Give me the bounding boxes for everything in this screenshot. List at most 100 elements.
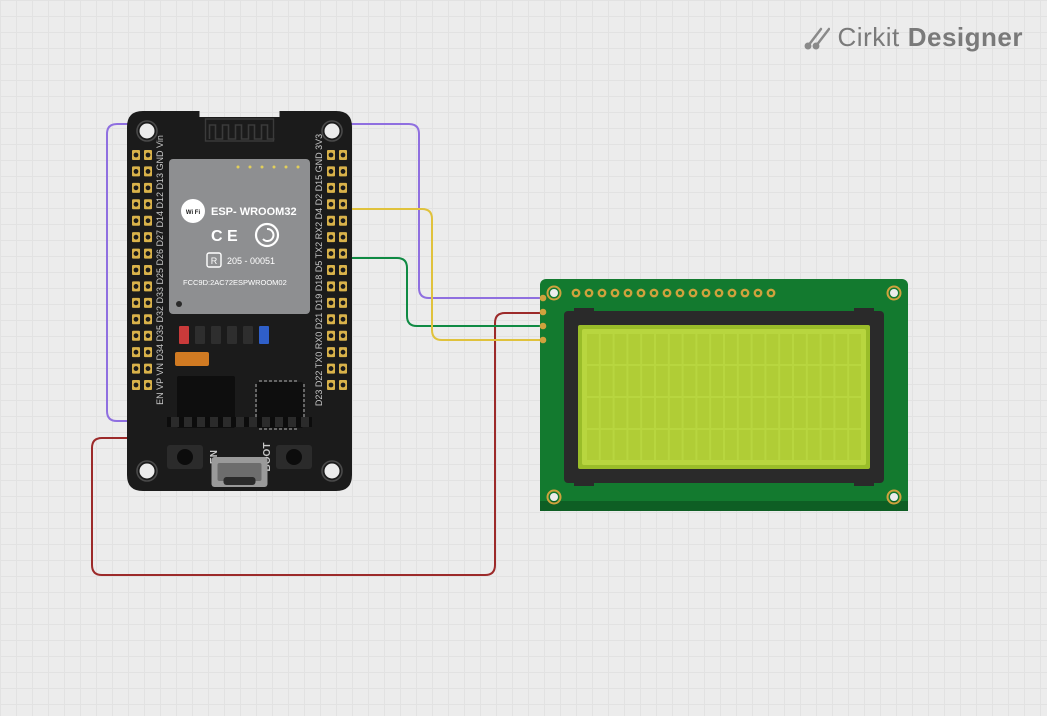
pin-pad bbox=[132, 281, 140, 291]
lcd-char-cell bbox=[628, 366, 640, 396]
wire-endpoint bbox=[341, 255, 347, 261]
wire-endpoint bbox=[540, 337, 546, 343]
lcd-char-cell bbox=[601, 366, 613, 396]
lcd-char-cell bbox=[711, 430, 723, 460]
esp32-shield bbox=[169, 159, 310, 314]
lcd-char-cell bbox=[780, 366, 792, 396]
lcd-char-cell bbox=[628, 430, 640, 460]
lcd-char-cell bbox=[711, 398, 723, 428]
lcd-char-cell bbox=[725, 334, 737, 364]
lcd-char-cell bbox=[601, 430, 613, 460]
wire-endpoint bbox=[540, 295, 546, 301]
lcd-char-cell bbox=[656, 430, 668, 460]
lcd-char-cell bbox=[684, 334, 696, 364]
lcd-pin bbox=[624, 289, 633, 298]
pin-pad bbox=[339, 183, 347, 193]
lcd-module bbox=[0, 0, 1047, 716]
pin-pad bbox=[132, 150, 140, 160]
wire-endpoint bbox=[540, 310, 546, 316]
lcd-char-cell bbox=[808, 398, 820, 428]
pin-pad bbox=[132, 183, 140, 193]
lcd-char-cell bbox=[739, 366, 751, 396]
pin-pad bbox=[132, 249, 140, 259]
lcd-char-cell bbox=[849, 366, 861, 396]
lcd-pin bbox=[637, 289, 646, 298]
lcd-char-cell bbox=[808, 366, 820, 396]
esp32-root: EN VP VN D34 D35 D32 D33 D25 D26 D27 D14… bbox=[127, 111, 352, 491]
wire-endpoint bbox=[145, 435, 151, 441]
lcd-pin bbox=[754, 289, 763, 298]
lcd-char-cell bbox=[615, 366, 627, 396]
usb-serial-ic bbox=[257, 382, 303, 428]
pin-pad bbox=[339, 298, 347, 308]
shield-code: 205 - 00051 bbox=[227, 256, 275, 266]
lcd-char-cell bbox=[835, 430, 847, 460]
lcd-pin bbox=[676, 289, 685, 298]
scl-wire bbox=[344, 209, 543, 340]
i2c-pin bbox=[540, 309, 547, 316]
pin-pad bbox=[339, 249, 347, 259]
pin-pad bbox=[339, 314, 347, 324]
lcd-char-cell bbox=[849, 398, 861, 428]
lcd-char-cell bbox=[615, 334, 627, 364]
lcd-char-cell bbox=[587, 334, 599, 364]
lcd-char-cell bbox=[849, 430, 861, 460]
pin-pad bbox=[132, 232, 140, 242]
lcd-char-cell bbox=[822, 334, 834, 364]
lcd-char-cell bbox=[794, 430, 806, 460]
svg-text:Wi Fi: Wi Fi bbox=[186, 210, 201, 216]
sda-wire bbox=[344, 258, 543, 326]
lcd-pin bbox=[611, 289, 620, 298]
lcd-char-cell bbox=[670, 398, 682, 428]
lcd-pin bbox=[585, 289, 594, 298]
lcd-char-cell bbox=[656, 398, 668, 428]
pin-pad bbox=[132, 166, 140, 176]
regulator-ic bbox=[177, 376, 235, 428]
lcd-char-cell bbox=[725, 398, 737, 428]
lcd-char-cell bbox=[656, 366, 668, 396]
lcd-char-cell bbox=[753, 430, 765, 460]
lcd-char-cell bbox=[725, 430, 737, 460]
lcd-char-cell bbox=[697, 366, 709, 396]
status-led bbox=[227, 326, 237, 344]
gnd-wire bbox=[107, 124, 543, 421]
pin-pad bbox=[339, 347, 347, 357]
pin-pad bbox=[339, 265, 347, 275]
logo-brand-1: Cirkit bbox=[838, 22, 900, 53]
lcd-char-cell bbox=[642, 366, 654, 396]
lcd-char-cell bbox=[642, 430, 654, 460]
pin-pad bbox=[339, 216, 347, 226]
lcd-char-cell bbox=[711, 334, 723, 364]
lcd-pin bbox=[689, 289, 698, 298]
pin-labels: EN VP VN D34 D35 D32 D33 D25 D26 D27 D14… bbox=[155, 135, 165, 405]
lcd-pcb bbox=[540, 279, 908, 511]
lcd-char-cell bbox=[670, 366, 682, 396]
pin-pad bbox=[132, 380, 140, 390]
antenna-icon bbox=[206, 119, 275, 141]
lcd-char-cell bbox=[835, 398, 847, 428]
pin-pad bbox=[339, 331, 347, 341]
pin-pad bbox=[132, 199, 140, 209]
pin-labels: D23 D22 TX0 RX0 D21 D19 D18 D5 TX2 RX2 D… bbox=[314, 134, 324, 406]
lcd-char-cell bbox=[808, 430, 820, 460]
status-led bbox=[195, 326, 205, 344]
lcd-char-cell bbox=[587, 366, 599, 396]
boot-button-label: BOOT bbox=[262, 443, 273, 472]
lcd-pin bbox=[702, 289, 711, 298]
lcd-char-cell bbox=[794, 334, 806, 364]
status-led bbox=[179, 326, 189, 344]
circuit-canvas: Cirkit Designer EN VP VN D34 D35 D32 D33… bbox=[0, 0, 1047, 716]
lcd-char-cell bbox=[628, 334, 640, 364]
pin-pad bbox=[339, 232, 347, 242]
lcd-char-cell bbox=[684, 366, 696, 396]
lcd-char-cell bbox=[780, 430, 792, 460]
lcd-char-cell bbox=[753, 398, 765, 428]
en-button bbox=[167, 445, 203, 469]
lcd-char-cell bbox=[766, 430, 778, 460]
vin-wire bbox=[92, 313, 543, 575]
wire-endpoint bbox=[341, 206, 347, 212]
wire-endpoint bbox=[145, 418, 151, 424]
pin-pad bbox=[132, 265, 140, 275]
lcd-char-cell bbox=[697, 430, 709, 460]
pin-pad bbox=[132, 298, 140, 308]
